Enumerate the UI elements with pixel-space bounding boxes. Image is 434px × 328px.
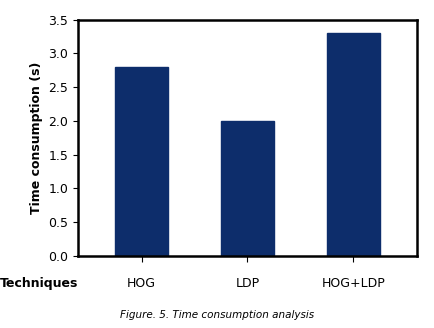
Text: Figure. 5. Time consumption analysis: Figure. 5. Time consumption analysis bbox=[120, 310, 314, 320]
Bar bbox=[327, 33, 380, 256]
Text: LDP: LDP bbox=[235, 277, 260, 290]
Text: HOG: HOG bbox=[127, 277, 156, 290]
Bar bbox=[115, 67, 168, 256]
Text: Techniques: Techniques bbox=[0, 277, 79, 290]
Text: HOG+LDP: HOG+LDP bbox=[321, 277, 385, 290]
Bar bbox=[221, 121, 274, 256]
Y-axis label: Time consumption (s): Time consumption (s) bbox=[30, 62, 43, 214]
